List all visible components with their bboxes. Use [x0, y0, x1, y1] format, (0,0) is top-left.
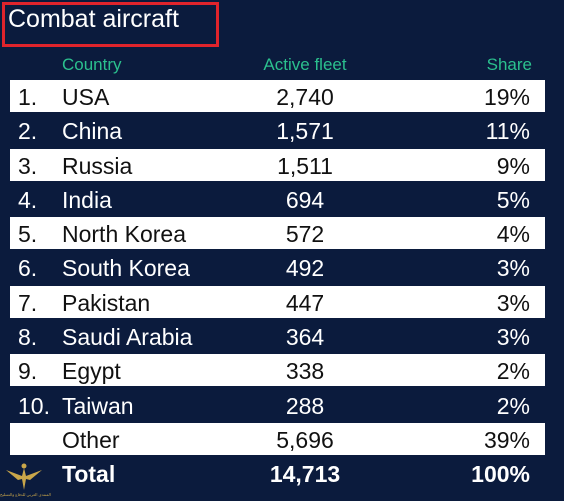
row-country: USA	[62, 84, 110, 110]
table-row: 10. Taiwan 288 2%	[10, 389, 545, 421]
row-share: 3%	[496, 324, 530, 351]
header-active-fleet: Active fleet	[263, 55, 347, 74]
row-country: Pakistan	[62, 289, 151, 316]
row-country: Other	[62, 426, 120, 453]
row-active-fleet: 2,740	[276, 84, 334, 110]
row-country: South Korea	[62, 255, 190, 282]
row-active-fleet: 1,511	[277, 152, 333, 179]
row-rank: 2.	[18, 118, 38, 145]
row-rank: 1.	[18, 84, 38, 110]
table-row: 7. Pakistan 447 3%	[10, 285, 545, 318]
table-row: 1. USA 2,740 19%	[10, 80, 545, 112]
row-rank: 4.	[18, 186, 38, 213]
row-share: 39%	[483, 426, 530, 453]
row-share: 5%	[496, 186, 530, 213]
row-rank: 3.	[18, 152, 38, 179]
row-share: 19%	[483, 84, 530, 110]
row-active-fleet: 572	[285, 221, 325, 248]
row-share: 2%	[496, 392, 530, 419]
row-country: Saudi Arabia	[62, 324, 193, 351]
chart-title: Combat aircraft	[8, 5, 179, 33]
table-row: 5. North Korea 572 4%	[10, 217, 545, 250]
header-country: Country	[62, 55, 122, 74]
row-active-fleet: 694	[285, 186, 325, 213]
table-header: Country Active fleet Share	[10, 50, 545, 80]
table-body: 1. USA 2,740 19% 2. China 1,571 11% 3. Russia 1,51…	[10, 80, 545, 489]
fleet-table: Country Active fleet Share 1. USA 2,740 19%…	[10, 50, 545, 492]
row-country: North Korea	[62, 221, 187, 248]
row-country: China	[62, 118, 123, 145]
row-rank: 5.	[18, 221, 38, 248]
row-country: Russia	[62, 152, 133, 179]
row-share: 11%	[485, 118, 530, 145]
row-active-fleet: 447	[285, 289, 325, 316]
row-active-fleet: 364	[285, 324, 325, 351]
row-active-fleet: 5,696	[276, 426, 334, 453]
table-row-total: Total 14,713 100%	[10, 457, 545, 489]
row-share: 4%	[496, 221, 530, 248]
table-row: Other 5,696 39%	[10, 422, 545, 455]
title-box	[2, 2, 219, 47]
table-row: 9. Egypt 338 2%	[10, 354, 545, 387]
row-active-fleet: 1,571	[276, 118, 334, 145]
row-active-fleet: 288	[285, 392, 325, 419]
table-row: 4. India 694 5%	[10, 183, 545, 215]
total-label: Total	[62, 461, 116, 488]
row-country: Taiwan	[62, 392, 134, 419]
row-country: India	[62, 186, 112, 213]
header-share: Share	[486, 55, 532, 74]
total-share: 100%	[471, 461, 530, 488]
watermark-text: المنتدى العربي للدفاع والتسليح	[0, 492, 51, 497]
table-row: 6. South Korea 492 3%	[10, 251, 545, 283]
row-rank: 7.	[18, 289, 38, 316]
row-share: 3%	[496, 255, 530, 282]
row-share: 9%	[496, 152, 530, 179]
eagle-emblem-icon	[6, 463, 42, 490]
total-active-fleet: 14,713	[269, 461, 341, 488]
row-rank: 6.	[18, 255, 38, 282]
table-row: 8. Saudi Arabia 364 3%	[10, 320, 545, 352]
row-rank: 9.	[18, 358, 38, 385]
row-rank: 8.	[18, 324, 38, 351]
row-active-fleet: 338	[285, 358, 325, 385]
row-share: 2%	[496, 358, 530, 385]
row-active-fleet: 492	[285, 255, 325, 282]
row-share: 3%	[496, 289, 530, 316]
row-rank: 10.	[18, 392, 50, 419]
table-row: 2. China 1,571 11%	[10, 114, 545, 146]
row-country: Egypt	[62, 358, 121, 385]
table-row: 3. Russia 1,511 9%	[10, 148, 545, 181]
